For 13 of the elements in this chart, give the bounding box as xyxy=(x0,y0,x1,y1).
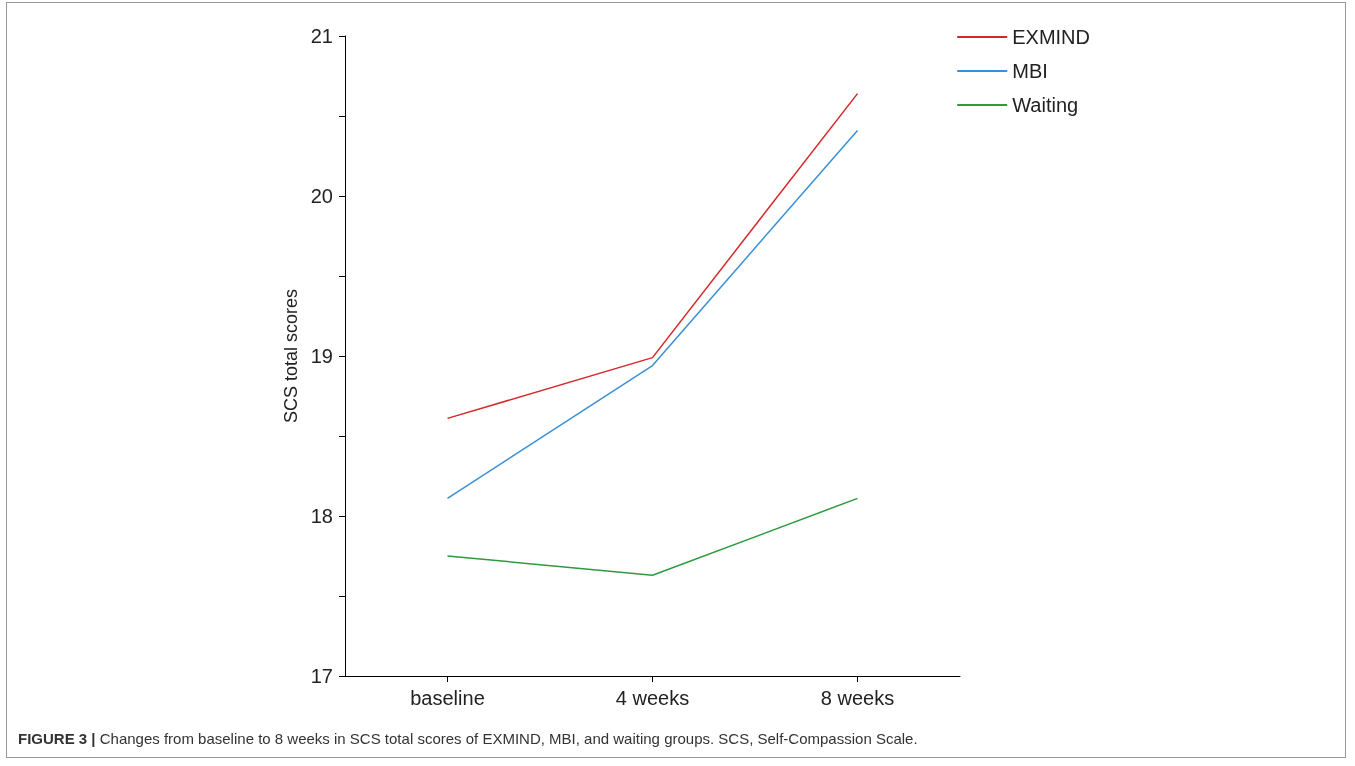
legend-label: MBI xyxy=(1012,60,1048,82)
x-tick-label: 4 weeks xyxy=(615,687,690,709)
legend-label: EXMIND xyxy=(1012,26,1091,48)
y-tick-label: 18 xyxy=(310,505,333,527)
x-tick-label: 8 weeks xyxy=(820,687,895,709)
y-tick-label: 19 xyxy=(310,345,333,367)
y-axis-title: SCS total scores xyxy=(281,288,301,424)
y-tick-label: 21 xyxy=(310,25,333,47)
legend-label: Waiting xyxy=(1012,94,1079,116)
x-tick-label: baseline xyxy=(410,687,485,709)
y-tick-label: 17 xyxy=(310,665,333,687)
caption: FIGURE 3 | Changes from baseline to 8 weeks in SCS total scores of EXMIND, MBI, and waiting groups. SCS, Self-Compassion Scale. xyxy=(18,730,918,747)
y-tick-label: 20 xyxy=(310,185,333,207)
